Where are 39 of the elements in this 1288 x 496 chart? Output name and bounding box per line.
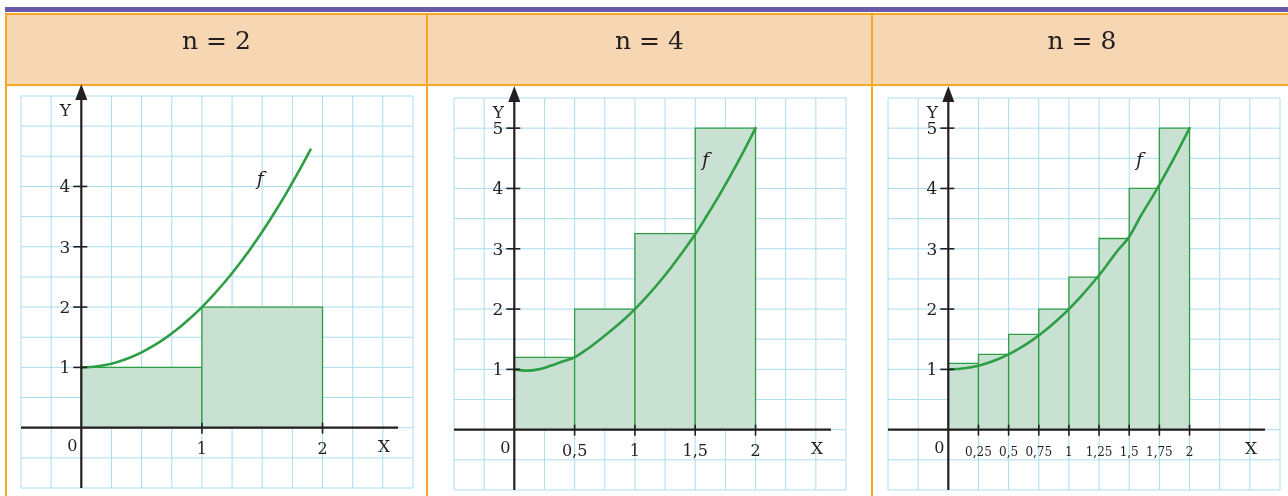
- y-tick-label: 3: [492, 238, 504, 259]
- series-label: f: [254, 167, 267, 190]
- y-tick-label: 2: [59, 297, 71, 318]
- y-tick-label: 4: [59, 176, 71, 197]
- y-axis-title: Y: [58, 100, 72, 120]
- x-tick-label: 1,75: [1146, 444, 1173, 459]
- x-tick-label: 1: [196, 438, 208, 458]
- y-tick-label: 2: [492, 299, 504, 320]
- x-tick-label: 1: [629, 440, 641, 460]
- y-tick-label: 3: [59, 236, 71, 257]
- y-tick-label: 1: [926, 359, 938, 380]
- chart-title: n = 4: [615, 26, 684, 55]
- x-tick-label: 1,5: [1119, 444, 1139, 459]
- x-tick-label: 1,25: [1085, 444, 1113, 459]
- x-tick-label: 0,25: [965, 444, 992, 459]
- x-tick-label: 0,5: [561, 440, 588, 460]
- chart-title: n = 2: [182, 26, 251, 55]
- x-tick-label: 2: [317, 438, 328, 458]
- y-tick-label: 3: [926, 238, 938, 259]
- x-tick-label: 0,5: [999, 444, 1019, 459]
- x-tick-label: 0: [67, 435, 78, 455]
- x-tick-label: 2: [1185, 444, 1194, 459]
- series-label: f: [1133, 147, 1146, 170]
- y-tick-label: 4: [926, 178, 938, 199]
- x-axis-title: X: [1244, 437, 1258, 458]
- y-tick-label: 1: [59, 357, 71, 378]
- x-tick-label: 0,75: [1025, 444, 1053, 459]
- x-axis-title: X: [810, 437, 824, 458]
- x-tick-label: 0: [934, 437, 945, 457]
- x-tick-label: 1,5: [682, 440, 708, 460]
- y-tick-label: 4: [492, 178, 504, 199]
- series-label: f: [699, 147, 712, 170]
- x-tick-label: 2: [750, 440, 761, 460]
- y-tick-label: 1: [492, 359, 504, 380]
- x-axis-title: X: [377, 435, 391, 456]
- x-tick-label: 0: [500, 437, 511, 457]
- x-tick-label: 1: [1065, 444, 1073, 459]
- y-tick-label: 2: [926, 299, 938, 320]
- chart-title: n = 8: [1047, 26, 1117, 55]
